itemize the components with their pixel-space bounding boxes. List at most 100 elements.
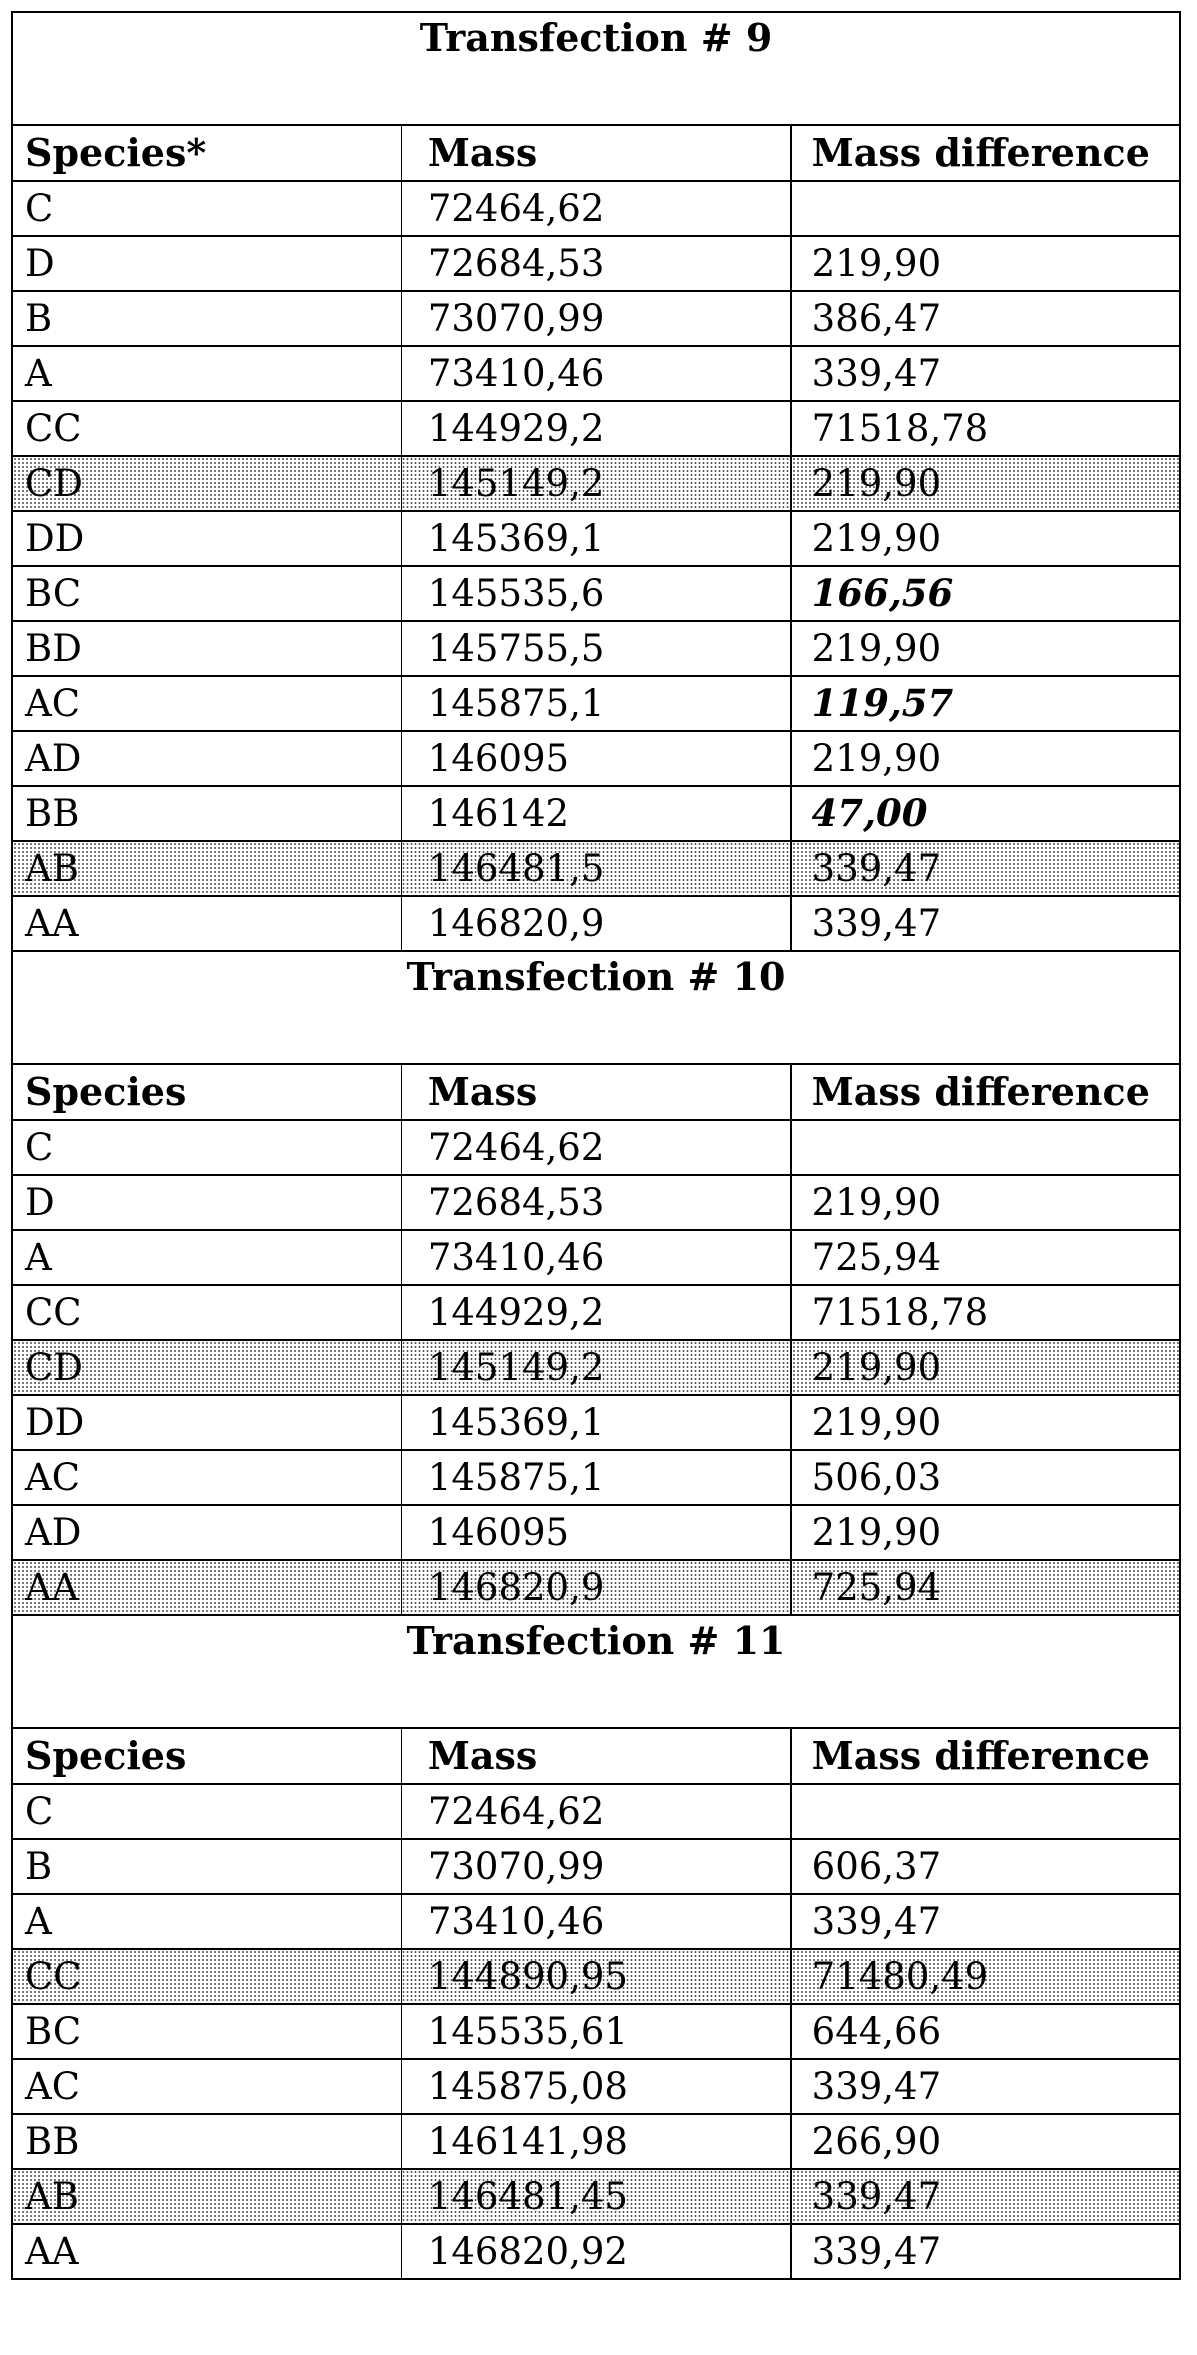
table-row: AA146820,92339,47 (12, 2224, 1180, 2279)
mass-difference-cell: 219,90 (791, 621, 1180, 676)
section-title-row: Transfection # 9 (12, 12, 1180, 125)
mass-cell: 145875,1 (401, 676, 790, 731)
mass-cell: 144929,2 (401, 1285, 790, 1340)
mass-difference-cell: 219,90 (791, 1340, 1180, 1395)
mass-cell: 144890,95 (401, 1949, 790, 2004)
mass-difference-cell: 219,90 (791, 236, 1180, 291)
mass-cell: 145535,6 (401, 566, 790, 621)
table-row: AA146820,9725,94 (12, 1560, 1180, 1615)
species-cell: AB (12, 2169, 401, 2224)
mass-difference-cell: 339,47 (791, 896, 1180, 951)
table-row: DD145369,1219,90 (12, 1395, 1180, 1450)
mass-difference-cell: 71518,78 (791, 1285, 1180, 1340)
column-header-species: Species (12, 1728, 401, 1784)
species-cell: AC (12, 676, 401, 731)
column-header-row: SpeciesMassMass difference (12, 1064, 1180, 1120)
mass-table-body: Transfection # 9Species*MassMass differe… (12, 12, 1180, 2279)
mass-difference-cell: 606,37 (791, 1839, 1180, 1894)
column-header-row: SpeciesMassMass difference (12, 1728, 1180, 1784)
mass-cell: 146141,98 (401, 2114, 790, 2169)
mass-difference-cell: 219,90 (791, 1505, 1180, 1560)
mass-cell: 145149,2 (401, 1340, 790, 1395)
column-header-species: Species (12, 1064, 401, 1120)
species-cell: CC (12, 1285, 401, 1340)
table-row: AD146095219,90 (12, 731, 1180, 786)
mass-cell: 145149,2 (401, 456, 790, 511)
section-title: Transfection # 11 (12, 1615, 1180, 1728)
species-cell: DD (12, 1395, 401, 1450)
mass-cell: 145875,1 (401, 1450, 790, 1505)
mass-difference-cell: 71518,78 (791, 401, 1180, 456)
species-cell: BC (12, 566, 401, 621)
species-cell: CD (12, 1340, 401, 1395)
mass-cell: 146481,45 (401, 2169, 790, 2224)
mass-difference-cell: 644,66 (791, 2004, 1180, 2059)
section-title: Transfection # 9 (12, 12, 1180, 125)
table-row: BC145535,6166,56 (12, 566, 1180, 621)
mass-difference-cell (791, 181, 1180, 236)
table-row: BD145755,5219,90 (12, 621, 1180, 676)
mass-difference-cell: 219,90 (791, 731, 1180, 786)
table-row: BB146141,98266,90 (12, 2114, 1180, 2169)
mass-difference-cell: 339,47 (791, 2059, 1180, 2114)
mass-cell: 73410,46 (401, 1230, 790, 1285)
species-cell: BD (12, 621, 401, 676)
mass-cell: 145369,1 (401, 511, 790, 566)
mass-cell: 72464,62 (401, 1784, 790, 1839)
table-row: A73410,46339,47 (12, 346, 1180, 401)
table-row: AB146481,5339,47 (12, 841, 1180, 896)
mass-table: Transfection # 9Species*MassMass differe… (11, 11, 1181, 2280)
mass-cell: 72684,53 (401, 236, 790, 291)
species-cell: A (12, 1230, 401, 1285)
species-cell: C (12, 1120, 401, 1175)
table-row: D72684,53219,90 (12, 1175, 1180, 1230)
table-row: C72464,62 (12, 1784, 1180, 1839)
table-row: DD145369,1219,90 (12, 511, 1180, 566)
mass-cell: 146095 (401, 731, 790, 786)
mass-difference-cell: 339,47 (791, 1894, 1180, 1949)
table-row: D72684,53219,90 (12, 236, 1180, 291)
mass-difference-cell: 71480,49 (791, 1949, 1180, 2004)
species-cell: B (12, 1839, 401, 1894)
column-header-mass-difference: Mass difference (791, 1728, 1180, 1784)
mass-difference-cell: 119,57 (791, 676, 1180, 731)
mass-difference-cell (791, 1784, 1180, 1839)
species-cell: CC (12, 401, 401, 456)
mass-difference-cell: 266,90 (791, 2114, 1180, 2169)
mass-difference-cell: 219,90 (791, 1175, 1180, 1230)
table-row: A73410,46339,47 (12, 1894, 1180, 1949)
table-row: B73070,99386,47 (12, 291, 1180, 346)
table-row: AC145875,1506,03 (12, 1450, 1180, 1505)
mass-difference-cell: 166,56 (791, 566, 1180, 621)
mass-difference-cell: 339,47 (791, 346, 1180, 401)
species-cell: D (12, 236, 401, 291)
column-header-row: Species*MassMass difference (12, 125, 1180, 181)
mass-cell: 73070,99 (401, 291, 790, 346)
column-header-mass: Mass (401, 1728, 790, 1784)
mass-cell: 146481,5 (401, 841, 790, 896)
mass-cell: 144929,2 (401, 401, 790, 456)
species-cell: A (12, 346, 401, 401)
mass-difference-cell: 339,47 (791, 2169, 1180, 2224)
species-cell: AD (12, 731, 401, 786)
mass-cell: 73070,99 (401, 1839, 790, 1894)
section-title-row: Transfection # 11 (12, 1615, 1180, 1728)
mass-cell: 146820,92 (401, 2224, 790, 2279)
table-row: C72464,62 (12, 181, 1180, 236)
mass-cell: 72684,53 (401, 1175, 790, 1230)
species-cell: DD (12, 511, 401, 566)
species-cell: CC (12, 1949, 401, 2004)
species-cell: AB (12, 841, 401, 896)
mass-difference-cell: 725,94 (791, 1230, 1180, 1285)
table-row: CC144929,271518,78 (12, 401, 1180, 456)
mass-difference-cell: 219,90 (791, 1395, 1180, 1450)
species-cell: D (12, 1175, 401, 1230)
table-row: AC145875,08339,47 (12, 2059, 1180, 2114)
species-cell: C (12, 181, 401, 236)
mass-difference-cell (791, 1120, 1180, 1175)
mass-cell: 73410,46 (401, 1894, 790, 1949)
species-cell: AC (12, 1450, 401, 1505)
mass-cell: 145755,5 (401, 621, 790, 676)
section-title-row: Transfection # 10 (12, 951, 1180, 1064)
table-row: AC145875,1119,57 (12, 676, 1180, 731)
